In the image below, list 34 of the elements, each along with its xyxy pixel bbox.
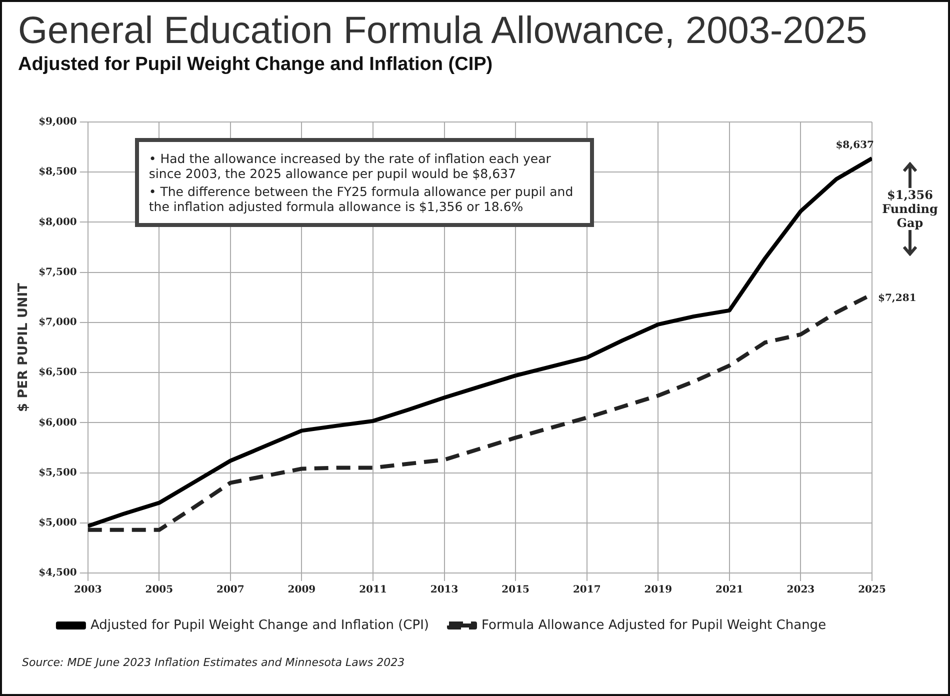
y-tick-label: $8,000: [38, 216, 77, 228]
x-tick-label: 2023: [786, 584, 815, 596]
x-tick-label: 2007: [216, 584, 244, 596]
annotation: $7,281: [878, 292, 916, 304]
x-tick-label: 2021: [716, 584, 744, 596]
y-tick-label: $4,500: [38, 568, 77, 579]
x-tick-label: 2003: [74, 584, 102, 596]
x-tick-label: 2011: [359, 584, 387, 596]
x-tick-label: 2009: [288, 584, 316, 596]
y-tick-label: $7,500: [38, 266, 77, 278]
x-tick-label: 2013: [430, 584, 458, 596]
y-axis-title: $ PER PUPIL UNIT: [16, 282, 32, 412]
y-tick-label: $8,500: [38, 166, 77, 178]
x-tick-label: 2017: [572, 584, 601, 596]
y-tick-label: $5,000: [38, 517, 77, 528]
y-tick-label: $6,000: [38, 417, 77, 428]
legend-label: Formula Allowance Adjusted for Pupil Weight Change: [482, 618, 826, 633]
x-tick-label: 2015: [502, 584, 530, 596]
x-tick-label: 2025: [858, 584, 886, 596]
y-tick-label: $9,000: [38, 116, 77, 128]
annotation: • The difference between the FY25 formula allowance per pupil and the inflation adjusted formula allowance is $1,356 or 18.6%: [148, 184, 574, 214]
text: $1,356 Funding Gap: [881, 188, 939, 230]
y-tick-label: $5,500: [38, 467, 77, 478]
annotation: $8,637: [836, 140, 874, 151]
x-tick-label: 2005: [145, 584, 174, 596]
y-tick-label: $7,000: [38, 317, 77, 328]
chart-title: General Education Formula Allowance, 2003-2025: [18, 10, 868, 53]
legend-label: Adjusted for Pupil Weight Change and Inflation (CPI): [90, 618, 429, 633]
chart-subtitle: Adjusted for Pupil Weight Change and Inflation (CIP): [18, 54, 493, 76]
annotation: • Had the allowance increased by the rate of inflation each year since 2003, the 2025 allowance per pupil would be $8,637: [148, 151, 552, 181]
y-tick-label: $6,500: [38, 367, 77, 378]
callout-box: • Had the allowance increased by the rate of inflation each year since 2003, the 2025 allowance per pupil would be $8,637 • The difference between the FY25 formula allowance per pupil and the inflation adjusted formula allowance is $1,356 or 18.6%: [134, 138, 594, 227]
x-tick-label: 2019: [644, 584, 672, 596]
source-note: Source: MDE June 2023 Inflation Estimates and Minnesota Laws 2023: [22, 656, 405, 669]
